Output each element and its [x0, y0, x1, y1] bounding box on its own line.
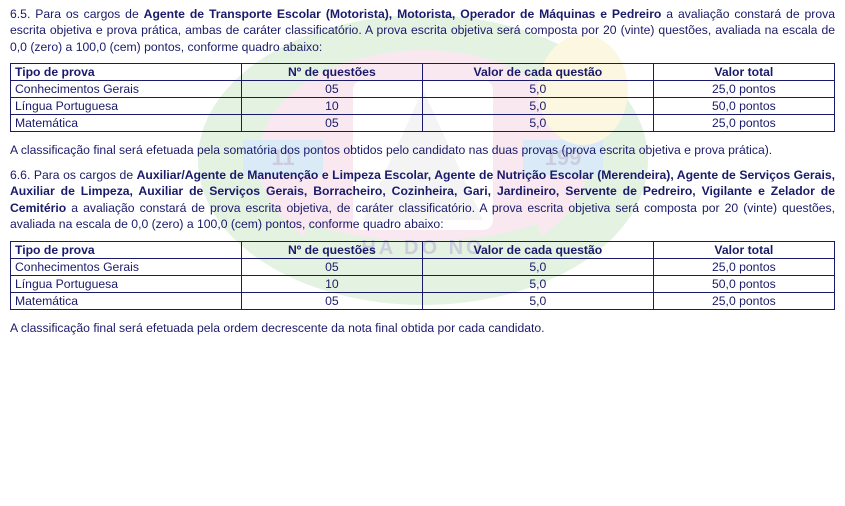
cell-valort: 25,0 pontos [653, 258, 834, 275]
cell-tipo: Língua Portuguesa [11, 275, 242, 292]
cell-valort: 25,0 pontos [653, 292, 834, 309]
after-6-6-text: A classificação final será efetuada pela… [10, 320, 835, 336]
cell-nq: 10 [241, 275, 422, 292]
table-row: Matemática 05 5,0 25,0 pontos [11, 115, 835, 132]
table-row: Tipo de prova Nº de questões Valor de ca… [11, 64, 835, 81]
table-row: Língua Portuguesa 10 5,0 50,0 pontos [11, 98, 835, 115]
col-header-valorq: Valor de cada questão [422, 241, 653, 258]
cell-tipo: Matemática [11, 292, 242, 309]
section-6-6-text: 6.6. Para os cargos de Auxiliar/Agente d… [10, 167, 835, 233]
cell-valorq: 5,0 [422, 81, 653, 98]
section-6-5-bold: Agente de Transporte Escolar (Motorista)… [144, 7, 662, 21]
cell-valort: 25,0 pontos [653, 115, 834, 132]
col-header-tipo: Tipo de prova [11, 241, 242, 258]
col-header-valort: Valor total [653, 64, 834, 81]
table-6-6: Tipo de prova Nº de questões Valor de ca… [10, 241, 835, 310]
cell-valort: 50,0 pontos [653, 98, 834, 115]
table-row: Conhecimentos Gerais 05 5,0 25,0 pontos [11, 258, 835, 275]
section-6-6-lead2: a avaliação constará de prova escrita ob… [10, 201, 835, 231]
cell-nq: 05 [241, 292, 422, 309]
cell-nq: 05 [241, 81, 422, 98]
col-header-nq: Nº de questões [241, 64, 422, 81]
col-header-tipo: Tipo de prova [11, 64, 242, 81]
cell-valort: 25,0 pontos [653, 81, 834, 98]
cell-nq: 10 [241, 98, 422, 115]
cell-tipo: Conhecimentos Gerais [11, 258, 242, 275]
cell-nq: 05 [241, 258, 422, 275]
table-row: Língua Portuguesa 10 5,0 50,0 pontos [11, 275, 835, 292]
table-6-5: Tipo de prova Nº de questões Valor de ca… [10, 63, 835, 132]
cell-tipo: Língua Portuguesa [11, 98, 242, 115]
table-row: Matemática 05 5,0 25,0 pontos [11, 292, 835, 309]
section-6-5-text: 6.5. Para os cargos de Agente de Transpo… [10, 6, 835, 55]
table-row: Tipo de prova Nº de questões Valor de ca… [11, 241, 835, 258]
cell-valorq: 5,0 [422, 98, 653, 115]
cell-valorq: 5,0 [422, 275, 653, 292]
cell-valorq: 5,0 [422, 115, 653, 132]
col-header-valort: Valor total [653, 241, 834, 258]
cell-tipo: Matemática [11, 115, 242, 132]
cell-valorq: 5,0 [422, 258, 653, 275]
col-header-valorq: Valor de cada questão [422, 64, 653, 81]
after-6-5-text: A classificação final será efetuada pela… [10, 142, 835, 158]
cell-valorq: 5,0 [422, 292, 653, 309]
cell-nq: 05 [241, 115, 422, 132]
table-row: Conhecimentos Gerais 05 5,0 25,0 pontos [11, 81, 835, 98]
section-6-5-lead1: 6.5. Para os cargos de [10, 7, 144, 21]
col-header-nq: Nº de questões [241, 241, 422, 258]
cell-tipo: Conhecimentos Gerais [11, 81, 242, 98]
cell-valort: 50,0 pontos [653, 275, 834, 292]
section-6-6-lead1: 6.6. Para os cargos de [10, 168, 137, 182]
